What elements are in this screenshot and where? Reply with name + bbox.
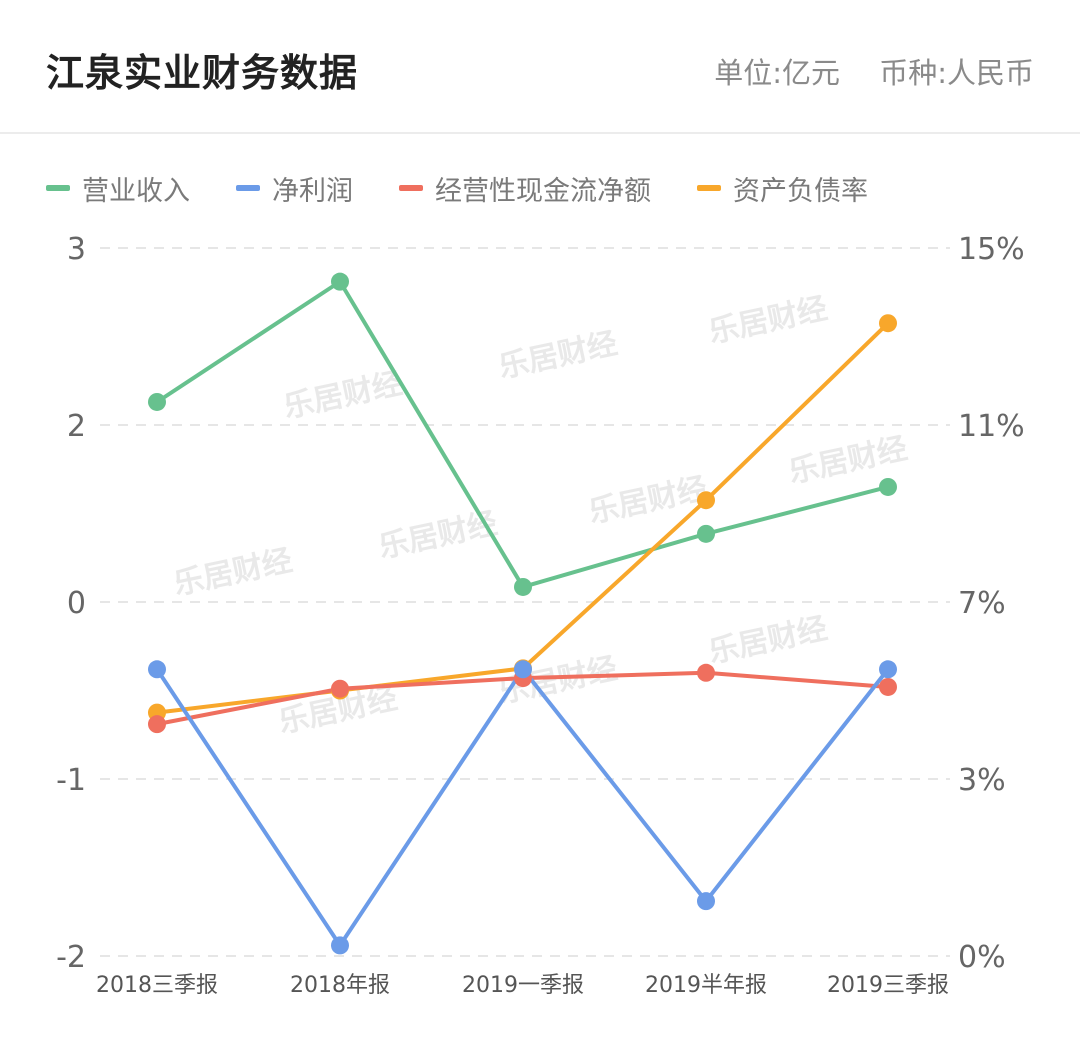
watermark-text: 乐居财经 bbox=[171, 543, 296, 602]
y-right-tick-label: 7% bbox=[958, 586, 1006, 621]
header: 江泉实业财务数据 单位:亿元 币种:人民币 bbox=[0, 0, 1080, 134]
legend-label-cash-flow: 经营性现金流净额 bbox=[435, 175, 651, 207]
y-right-tick-label: 15% bbox=[958, 232, 1025, 267]
legend-item-net-profit[interactable]: 净利润 bbox=[236, 169, 353, 208]
currency-label: 币种:人民币 bbox=[879, 56, 1034, 90]
data-point bbox=[331, 272, 349, 291]
unit-info: 单位:亿元 币种:人民币 bbox=[684, 50, 1034, 92]
legend-swatch-debt-ratio bbox=[697, 185, 721, 191]
data-point bbox=[879, 314, 897, 333]
y-left-tick-label: 3 bbox=[67, 232, 86, 267]
data-point bbox=[514, 660, 532, 679]
y-left-tick-label: -2 bbox=[56, 940, 86, 975]
chart-legend: 营业收入 净利润 经营性现金流净额 资产负债率 bbox=[46, 168, 914, 208]
legend-label-revenue: 营业收入 bbox=[82, 175, 190, 207]
unit-label: 单位:亿元 bbox=[714, 56, 840, 90]
data-point bbox=[697, 663, 715, 682]
data-point bbox=[148, 660, 166, 679]
watermark-text: 乐居财经 bbox=[586, 471, 711, 530]
data-point bbox=[148, 715, 166, 734]
y-right-tick-label: 3% bbox=[958, 763, 1006, 798]
legend-swatch-revenue bbox=[46, 185, 70, 191]
page-title: 江泉实业财务数据 bbox=[46, 51, 359, 95]
data-point bbox=[697, 524, 715, 543]
data-point bbox=[879, 660, 897, 679]
data-point bbox=[697, 892, 715, 911]
x-tick-label: 2018三季报 bbox=[96, 973, 218, 998]
legend-item-revenue[interactable]: 营业收入 bbox=[46, 169, 190, 208]
watermark-text: 乐居财经 bbox=[706, 611, 831, 670]
y-left-tick-label: 2 bbox=[67, 409, 86, 444]
legend-swatch-net-profit bbox=[236, 185, 260, 191]
data-point bbox=[148, 392, 166, 411]
x-tick-label: 2019三季报 bbox=[827, 973, 949, 998]
watermark-text: 乐居财经 bbox=[281, 366, 406, 425]
data-point bbox=[514, 577, 532, 596]
watermark-text: 乐居财经 bbox=[706, 291, 831, 350]
legend-label-net-profit: 净利润 bbox=[272, 175, 353, 207]
data-point bbox=[879, 477, 897, 496]
y-left-tick-label: -1 bbox=[56, 763, 86, 798]
data-point bbox=[331, 679, 349, 698]
y-left-tick-label: 0 bbox=[67, 586, 86, 621]
data-point bbox=[331, 936, 349, 955]
y-right-tick-label: 11% bbox=[958, 409, 1025, 444]
data-point bbox=[879, 677, 897, 696]
legend-item-debt-ratio[interactable]: 资产负债率 bbox=[697, 169, 868, 208]
x-tick-label: 2019半年报 bbox=[645, 973, 767, 998]
x-tick-label: 2018年报 bbox=[290, 973, 390, 998]
legend-label-debt-ratio: 资产负债率 bbox=[733, 175, 868, 207]
y-right-tick-label: 0% bbox=[958, 940, 1006, 975]
data-point bbox=[697, 491, 715, 510]
legend-item-cash-flow[interactable]: 经营性现金流净额 bbox=[399, 169, 651, 208]
x-tick-label: 2019一季报 bbox=[462, 973, 584, 998]
watermark-text: 乐居财经 bbox=[496, 326, 621, 385]
series-line bbox=[155, 667, 890, 948]
legend-swatch-cash-flow bbox=[399, 185, 423, 191]
